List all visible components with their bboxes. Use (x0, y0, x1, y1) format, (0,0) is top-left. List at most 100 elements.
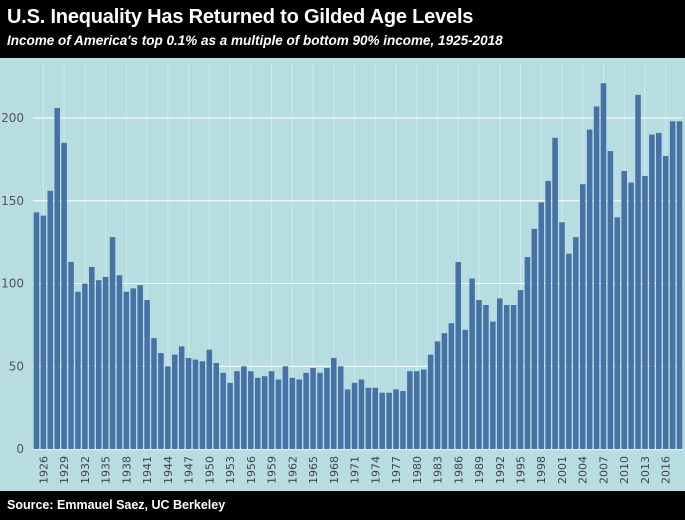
x-tick-label: 1965 (307, 456, 320, 484)
bar-chart: 0 50 100 150 200 1926 1929 1932 1935 1938 1941 194… (1, 64, 683, 484)
bar-1946 (178, 346, 185, 449)
x-tick-label: 1929 (58, 456, 71, 484)
bar-1965 (310, 367, 316, 449)
bar-1926 (40, 215, 47, 449)
x-tick-label: 1944 (162, 456, 175, 484)
bar-1959 (268, 371, 275, 449)
bar-1931 (75, 291, 81, 449)
x-tick-label: 2013 (639, 456, 652, 484)
bar-2015 (656, 132, 662, 449)
bar-1975 (379, 392, 385, 449)
x-tick-label: 1926 (37, 456, 50, 484)
bar-1984 (441, 333, 448, 449)
x-tick-label: 2010 (618, 456, 631, 484)
y-tick-label: 50 (9, 359, 24, 373)
bar-1952 (220, 372, 226, 449)
bar-2016 (662, 156, 669, 449)
bar-1945 (171, 354, 178, 449)
bar-1935 (102, 276, 109, 449)
bar-1976 (386, 392, 392, 449)
y-tick-label: 100 (1, 277, 24, 291)
x-tick-label: 1953 (224, 456, 237, 484)
bar-1989 (476, 300, 482, 449)
source-note: Source: Emmauel Saez, UC Berkeley (7, 498, 226, 512)
x-tick-label: 1974 (369, 456, 382, 484)
x-tick-label: 2016 (660, 456, 673, 484)
x-tick-label: 1971 (349, 456, 362, 484)
x-tick-label: 2004 (577, 456, 590, 484)
bar-1943 (158, 353, 164, 449)
x-tick-label: 1941 (141, 456, 154, 484)
x-tick-label: 1992 (494, 456, 507, 484)
y-tick-label: 200 (1, 111, 24, 125)
bar-1998 (538, 202, 545, 449)
bar-1999 (545, 180, 551, 449)
bar-2006 (593, 106, 600, 450)
bar-2017 (669, 121, 676, 449)
bar-1969 (337, 366, 344, 449)
bar-1972 (358, 379, 365, 449)
bar-2001 (559, 222, 565, 449)
x-tick-label: 1947 (183, 456, 196, 484)
bar-1987 (462, 329, 468, 449)
bar-1964 (303, 372, 309, 449)
bar-1961 (282, 366, 289, 449)
bar-1958 (261, 376, 268, 449)
bar-1948 (192, 359, 199, 449)
bar-1932 (82, 283, 88, 449)
bar-1997 (531, 228, 538, 449)
bar-1973 (365, 387, 372, 449)
x-tick-label: 1986 (452, 456, 465, 484)
bar-2018 (676, 121, 683, 449)
x-tick-label: 1995 (515, 456, 528, 484)
bar-2003 (573, 237, 579, 449)
bars (33, 83, 683, 450)
bar-1963 (296, 379, 302, 449)
x-tick-label: 1980 (411, 456, 424, 484)
bar-1941 (144, 300, 150, 449)
bar-1951 (213, 362, 220, 449)
bar-1988 (469, 278, 475, 449)
y-tick-label: 0 (16, 442, 24, 456)
bar-1956 (248, 371, 254, 449)
bar-1980 (414, 371, 420, 449)
bar-1940 (137, 285, 143, 449)
bar-1967 (324, 367, 330, 449)
bar-1966 (317, 372, 323, 449)
x-tick-label: 1935 (100, 456, 113, 484)
bar-1981 (420, 369, 427, 449)
bar-1971 (351, 382, 358, 449)
bar-1955 (241, 366, 247, 449)
chart-title: U.S. Inequality Has Returned to Gilded A… (7, 6, 474, 28)
x-tick-label: 1932 (79, 456, 92, 484)
bar-2008 (607, 151, 614, 449)
bar-2007 (600, 83, 607, 449)
bar-1996 (524, 257, 531, 449)
bar-1992 (496, 298, 503, 449)
bar-1944 (165, 366, 171, 449)
bar-2012 (635, 94, 641, 449)
bar-1960 (275, 379, 282, 449)
bar-2004 (579, 184, 586, 449)
x-axis-ticks: 1926 1929 1932 1935 1938 1941 1944 1947 1950 1953… (37, 456, 672, 484)
x-tick-label: 1938 (120, 456, 133, 484)
bar-1936 (109, 237, 116, 449)
x-tick-label: 1977 (390, 456, 403, 484)
bar-2009 (614, 217, 621, 449)
bar-1986 (455, 261, 462, 449)
bar-1938 (123, 291, 130, 449)
bar-2013 (642, 175, 648, 449)
chart-header: U.S. Inequality Has Returned to Gilded A… (0, 0, 685, 58)
bar-1925 (33, 212, 40, 449)
x-tick-label: 2007 (597, 456, 610, 484)
bar-2010 (621, 170, 627, 449)
bar-1968 (331, 357, 337, 449)
y-axis-ticks: 0 50 100 150 200 (1, 111, 24, 456)
bar-1977 (393, 389, 399, 449)
bar-1982 (427, 354, 434, 449)
x-tick-label: 1950 (203, 456, 216, 484)
bar-1957 (254, 377, 261, 449)
x-tick-label: 1956 (245, 456, 258, 484)
bar-1949 (199, 361, 206, 449)
x-tick-label: 2001 (556, 456, 569, 484)
